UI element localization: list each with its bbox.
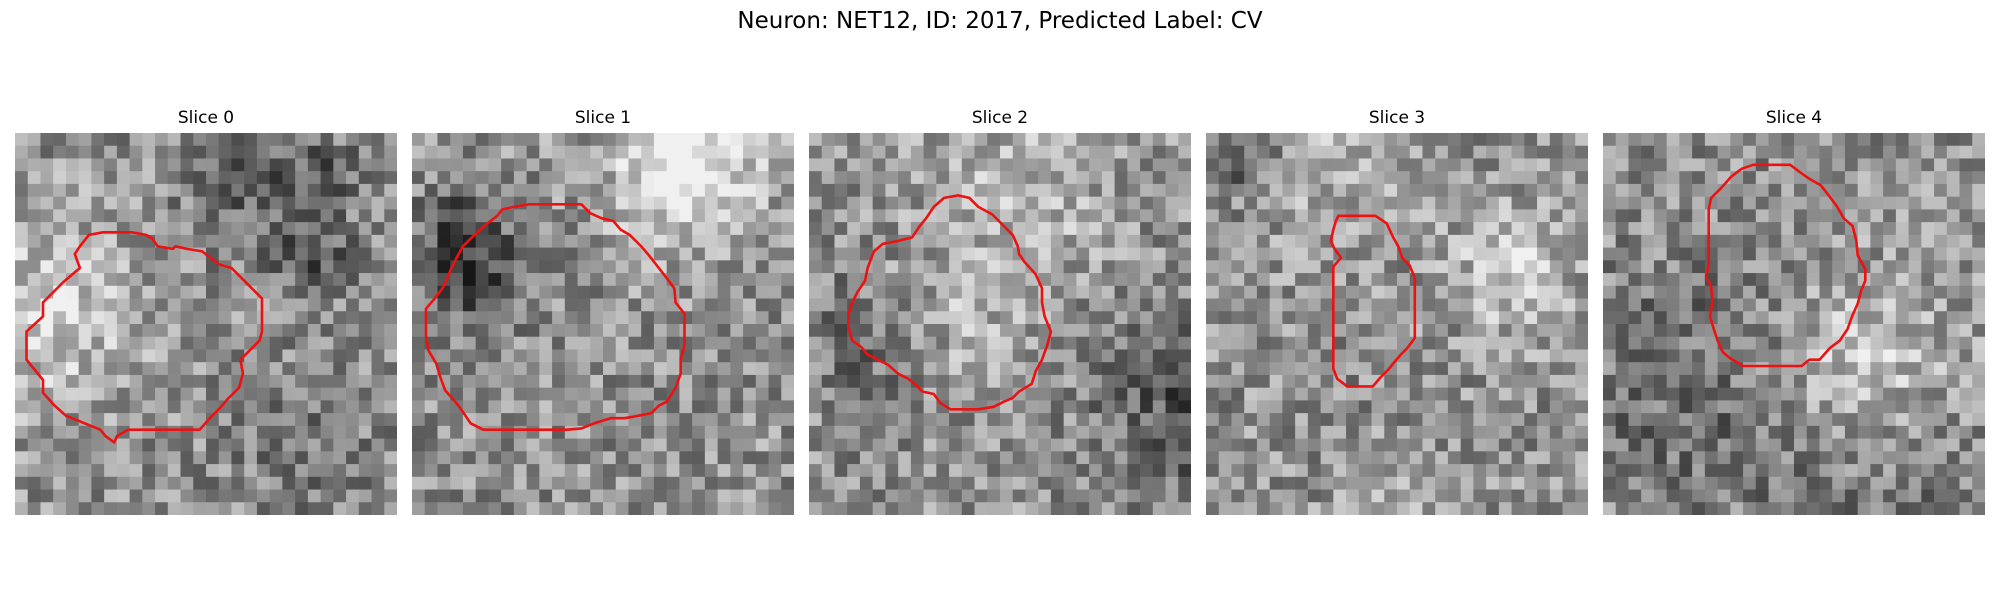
segmentation-contour	[1329, 214, 1417, 388]
slice-image-2	[809, 133, 1191, 515]
slice-image-0	[15, 133, 397, 515]
segmentation-contour	[847, 194, 1053, 411]
slice-title-0: Slice 0	[177, 108, 235, 128]
segmentation-contour	[25, 231, 264, 444]
slice-image-1	[412, 133, 794, 515]
slice-title-1: Slice 1	[574, 108, 632, 128]
slice-image-3	[1206, 133, 1588, 515]
slice-title-4: Slice 4	[1765, 108, 1823, 128]
slice-title-3: Slice 3	[1368, 108, 1426, 128]
slice-image-4	[1603, 133, 1985, 515]
slice-title-2: Slice 2	[971, 108, 1029, 128]
segmentation-contour	[424, 203, 686, 432]
figure-title: Neuron: NET12, ID: 2017, Predicted Label…	[737, 8, 1263, 34]
segmentation-contour	[1704, 163, 1867, 368]
